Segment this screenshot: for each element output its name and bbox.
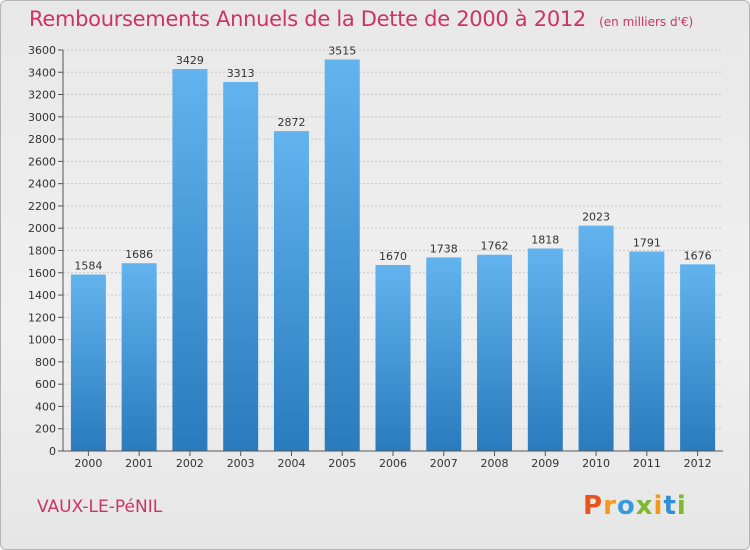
bar-value-label: 3429 (176, 54, 204, 67)
y-tick-label: 1400 (28, 289, 56, 302)
title-row: Remboursements Annuels de la Dette de 20… (29, 7, 693, 31)
bar-2010 (578, 225, 614, 451)
logo-letter: r (603, 491, 617, 521)
bar-value-label: 1676 (684, 249, 712, 262)
chart-subtitle: (en milliers d'€) (599, 15, 694, 29)
bar-value-label: 3313 (227, 67, 255, 80)
bar-value-label: 2023 (582, 211, 610, 224)
logo-letter: t (663, 491, 677, 521)
bar-value-label: 1738 (430, 242, 458, 255)
x-tick-label: 2005 (328, 457, 356, 470)
bar-2007 (426, 257, 462, 451)
x-tick-label: 2002 (176, 457, 204, 470)
commune-name: VAUX-LE-PéNIL (37, 497, 163, 517)
x-tick-label: 2007 (430, 457, 458, 470)
proxiti-logo: Proxiti (583, 491, 687, 521)
x-tick-label: 2009 (531, 457, 559, 470)
bars: 1584 1686 3429 3313 2872 3515 1670 1738 1762 1818… (70, 44, 716, 452)
y-tick-label: 2400 (28, 178, 56, 191)
bar-2001 (121, 263, 157, 451)
x-tick-label: 2003 (227, 457, 255, 470)
logo-letter: o (616, 491, 636, 521)
bar-value-label: 1670 (379, 250, 407, 263)
y-tick-label: 2000 (28, 222, 56, 235)
x-tick-label: 2006 (379, 457, 407, 470)
y-tick-label: 600 (35, 378, 56, 391)
bar-value-label: 1791 (633, 237, 661, 250)
x-tick-label: 2011 (633, 457, 661, 470)
y-tick-label: 3200 (28, 89, 56, 102)
y-tick-label: 800 (35, 356, 56, 369)
chart-title: Remboursements Annuels de la Dette de 20… (29, 7, 586, 31)
bar-2009 (527, 248, 563, 451)
y-tick-label: 3400 (28, 66, 56, 79)
bar-2003 (223, 81, 259, 451)
logo-letter: P (583, 491, 604, 521)
axes: 0 200 400 600 800 1000 1200 1400 1600 1800 2000 220… (28, 44, 723, 470)
y-tick-label: 400 (35, 400, 56, 413)
x-tick-label: 2012 (684, 457, 712, 470)
logo-letter: i (676, 491, 687, 521)
bar-2008 (477, 254, 513, 451)
bar-2000 (70, 274, 106, 451)
bar-value-label: 2872 (277, 116, 305, 129)
x-tick-label: 2008 (481, 457, 509, 470)
bar-value-label: 1818 (531, 233, 559, 246)
bar-value-label: 1762 (481, 240, 509, 253)
bar-value-label: 3515 (328, 44, 356, 57)
y-tick-label: 0 (49, 445, 56, 458)
bar-2011 (629, 251, 665, 451)
y-tick-label: 2200 (28, 200, 56, 213)
bar-2004 (273, 131, 309, 451)
y-tick-label: 3000 (28, 111, 56, 124)
logo-letter: i (653, 491, 664, 521)
bar-2012 (680, 264, 716, 451)
y-tick-label: 1600 (28, 267, 56, 280)
logo-letter: x (635, 491, 654, 521)
bar-value-label: 1686 (125, 248, 153, 261)
bar-2005 (324, 59, 360, 452)
x-tick-label: 2001 (125, 457, 153, 470)
y-tick-label: 1000 (28, 334, 56, 347)
y-tick-label: 1800 (28, 245, 56, 258)
bar-2006 (375, 264, 411, 451)
y-tick-label: 3600 (28, 44, 56, 57)
y-tick-label: 1200 (28, 311, 56, 324)
x-tick-label: 2010 (582, 457, 610, 470)
y-tick-label: 200 (35, 423, 56, 436)
x-tick-label: 2000 (74, 457, 102, 470)
x-tick-label: 2004 (277, 457, 305, 470)
bar-value-label: 1584 (74, 260, 102, 273)
y-tick-label: 2800 (28, 133, 56, 146)
y-tick-label: 2600 (28, 155, 56, 168)
bar-2002 (172, 69, 208, 452)
